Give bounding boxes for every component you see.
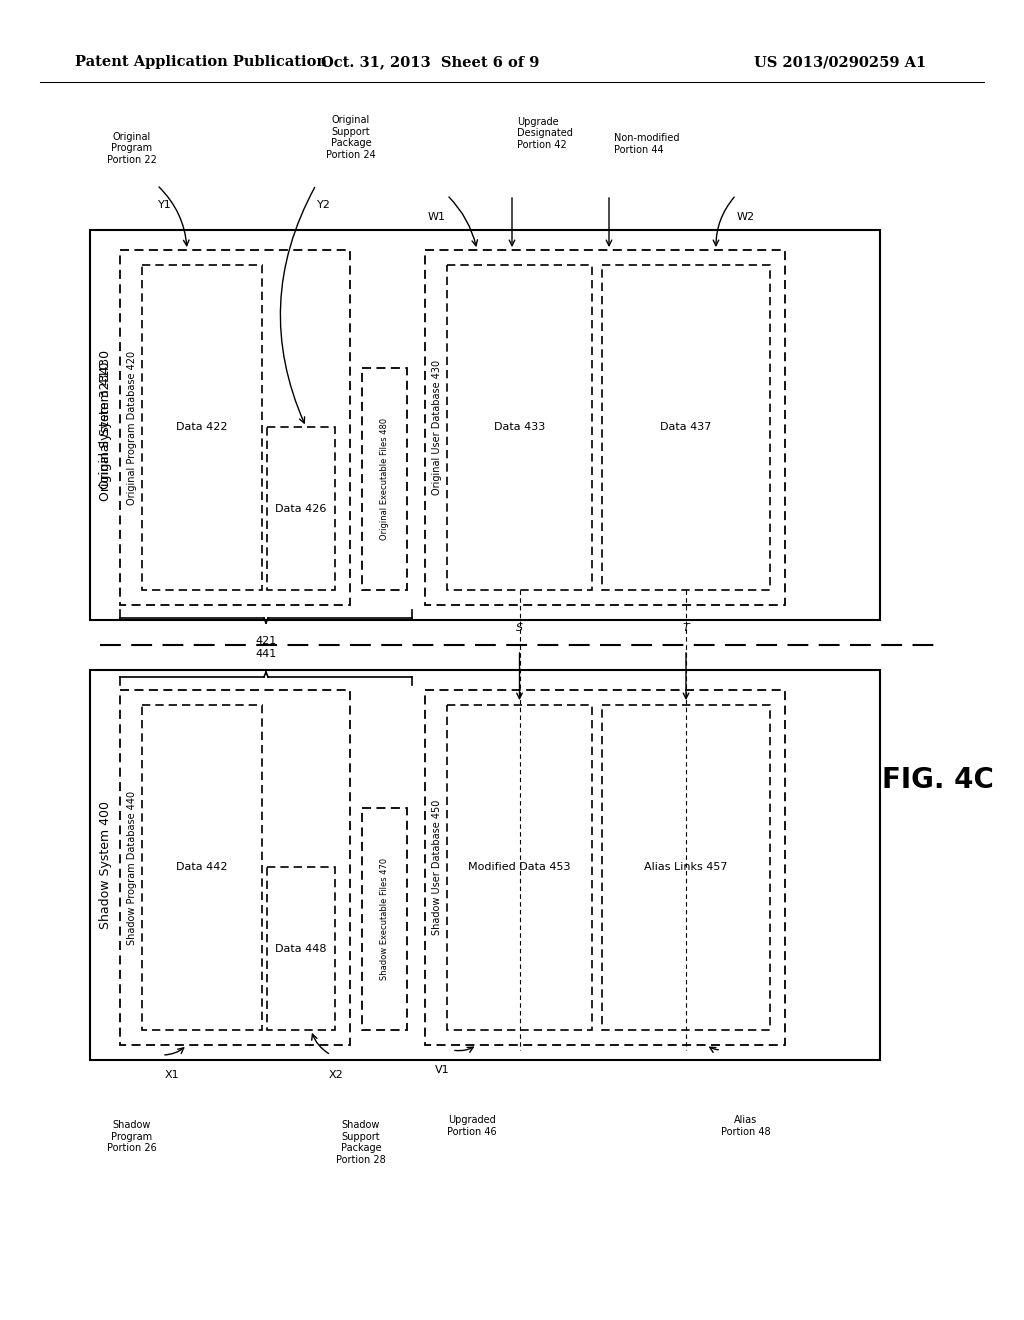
Bar <box>142 705 262 1030</box>
Text: 441: 441 <box>255 649 276 659</box>
Bar <box>362 368 407 590</box>
Text: Upgrade
Designated
Portion 42: Upgrade Designated Portion 42 <box>517 116 572 150</box>
Text: Upgraded
Portion 46: Upgraded Portion 46 <box>447 1115 497 1137</box>
Text: Original
Support
Package
Portion 24: Original Support Package Portion 24 <box>326 115 376 160</box>
Bar <box>362 808 407 1030</box>
Bar <box>120 249 350 605</box>
Text: Data 426: Data 426 <box>275 503 327 513</box>
Text: Original User Database 430: Original User Database 430 <box>432 360 442 495</box>
Text: S: S <box>516 623 523 634</box>
Text: Shadow Program Database 440: Shadow Program Database 440 <box>127 791 137 945</box>
Text: Shadow System 400: Shadow System 400 <box>98 801 112 929</box>
Text: T: T <box>683 623 689 634</box>
Text: Original System 410: Original System 410 <box>98 362 112 488</box>
Text: Data 433: Data 433 <box>494 422 545 433</box>
Text: Shadow
Program
Portion 26: Shadow Program Portion 26 <box>108 1119 157 1154</box>
Text: Alias Links 457: Alias Links 457 <box>644 862 728 873</box>
Text: X1: X1 <box>165 1071 179 1080</box>
Text: Original Program Database 420: Original Program Database 420 <box>127 350 137 504</box>
Text: Oct. 31, 2013  Sheet 6 of 9: Oct. 31, 2013 Sheet 6 of 9 <box>321 55 540 69</box>
Text: US 2013/0290259 A1: US 2013/0290259 A1 <box>754 55 926 69</box>
Bar <box>602 705 770 1030</box>
Text: Y1: Y1 <box>158 201 172 210</box>
Text: Shadow Executable Files 470: Shadow Executable Files 470 <box>380 858 389 979</box>
Text: Patent Application Publication: Patent Application Publication <box>75 55 327 69</box>
Text: Shadow
Support
Package
Portion 28: Shadow Support Package Portion 28 <box>336 1119 386 1164</box>
Text: Original System 323430: Original System 323430 <box>98 350 112 500</box>
Text: Data 437: Data 437 <box>660 422 712 433</box>
Bar <box>447 705 592 1030</box>
Bar <box>425 249 785 605</box>
Text: Non-modified
Portion 44: Non-modified Portion 44 <box>614 133 680 154</box>
Bar <box>267 867 335 1030</box>
Bar <box>120 690 350 1045</box>
Text: 421: 421 <box>255 636 276 645</box>
Bar <box>90 230 880 620</box>
Bar <box>425 690 785 1045</box>
Text: Original
Program
Portion 22: Original Program Portion 22 <box>108 132 157 165</box>
Text: X2: X2 <box>329 1071 343 1080</box>
Text: Y2: Y2 <box>317 201 331 210</box>
Text: Modified Data 453: Modified Data 453 <box>468 862 570 873</box>
Bar <box>267 426 335 590</box>
Bar <box>90 671 880 1060</box>
Text: V1: V1 <box>434 1065 450 1074</box>
Text: W2: W2 <box>737 213 755 222</box>
Bar <box>142 265 262 590</box>
Text: FIG. 4C: FIG. 4C <box>882 766 994 795</box>
Text: Data 422: Data 422 <box>176 422 227 433</box>
Bar <box>602 265 770 590</box>
Text: Alias
Portion 48: Alias Portion 48 <box>721 1115 771 1137</box>
Text: Data 448: Data 448 <box>275 944 327 953</box>
Text: Data 442: Data 442 <box>176 862 227 873</box>
Text: W1: W1 <box>428 213 446 222</box>
Bar <box>447 265 592 590</box>
Text: Shadow User Database 450: Shadow User Database 450 <box>432 800 442 935</box>
Text: Original Executable Files 480: Original Executable Files 480 <box>380 418 389 540</box>
